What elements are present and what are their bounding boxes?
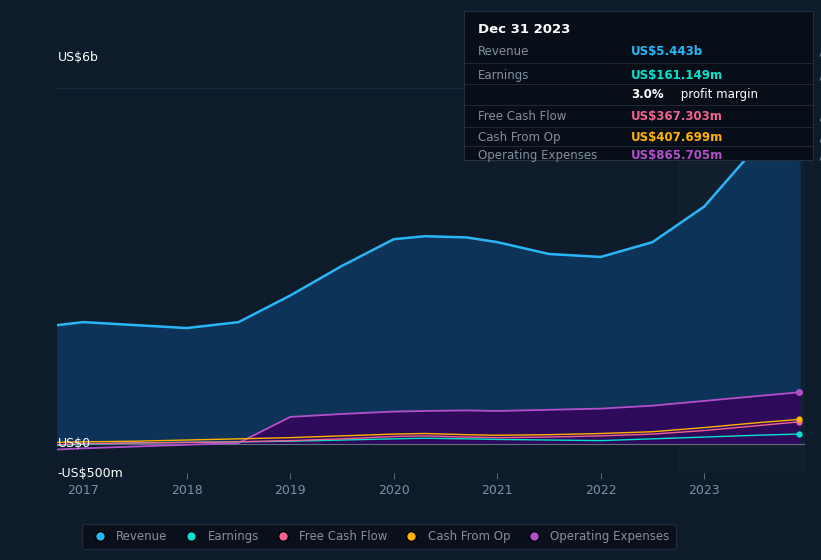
Text: -US$500m: -US$500m: [57, 466, 123, 480]
Bar: [678, 64, 805, 473]
Text: US$367.303m: US$367.303m: [631, 110, 723, 123]
Text: US$865.705m: US$865.705m: [631, 148, 723, 162]
Text: /yr: /yr: [816, 45, 821, 58]
Text: US$407.699m: US$407.699m: [631, 131, 723, 144]
Text: /yr: /yr: [816, 148, 821, 162]
Text: 3.0%: 3.0%: [631, 88, 664, 101]
Text: Earnings: Earnings: [478, 68, 530, 82]
Text: US$6b: US$6b: [57, 52, 99, 64]
Text: Free Cash Flow: Free Cash Flow: [478, 110, 566, 123]
Text: Operating Expenses: Operating Expenses: [478, 148, 597, 162]
Text: Revenue: Revenue: [478, 45, 530, 58]
Text: /yr: /yr: [816, 68, 821, 82]
Text: US$5.443b: US$5.443b: [631, 45, 704, 58]
Legend: Revenue, Earnings, Free Cash Flow, Cash From Op, Operating Expenses: Revenue, Earnings, Free Cash Flow, Cash …: [82, 524, 676, 549]
Text: Cash From Op: Cash From Op: [478, 131, 560, 144]
Text: US$161.149m: US$161.149m: [631, 68, 723, 82]
Text: US$0: US$0: [57, 437, 90, 450]
Text: Dec 31 2023: Dec 31 2023: [478, 22, 571, 35]
Text: /yr: /yr: [816, 131, 821, 144]
Text: /yr: /yr: [816, 110, 821, 123]
Text: profit margin: profit margin: [677, 88, 758, 101]
